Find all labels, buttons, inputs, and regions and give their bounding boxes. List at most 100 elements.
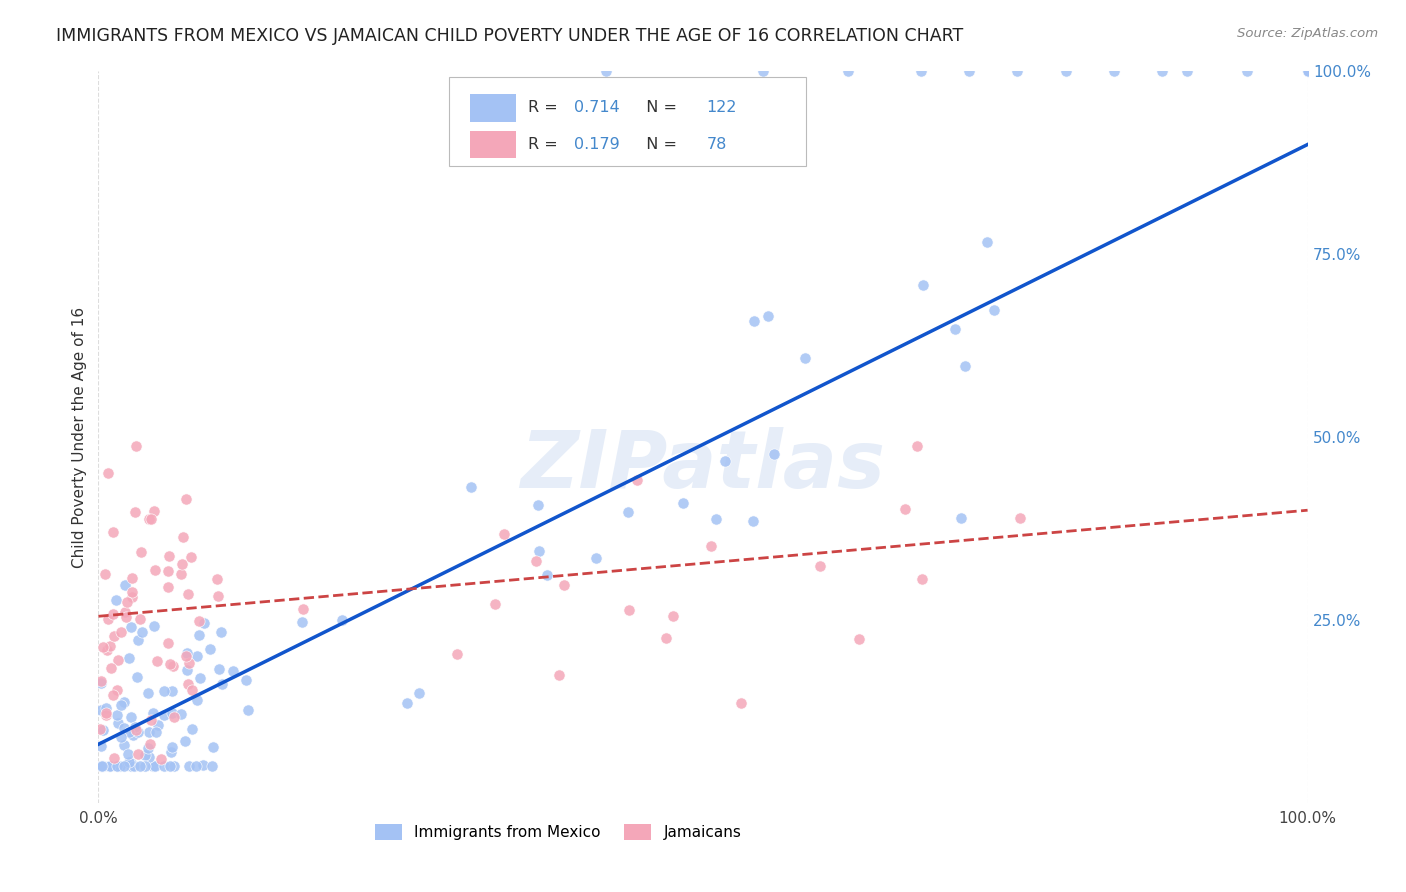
Point <box>124 720 146 734</box>
Text: R =: R = <box>527 137 562 152</box>
Point <box>149 752 172 766</box>
Point <box>90 759 112 773</box>
Point <box>180 550 202 565</box>
Point <box>138 750 160 764</box>
Point <box>162 659 184 673</box>
Point <box>911 278 934 293</box>
Point <box>118 650 141 665</box>
Point <box>187 627 209 641</box>
Point <box>191 758 214 772</box>
Point <box>110 698 132 713</box>
Point <box>97 466 120 480</box>
Point <box>114 577 136 591</box>
Point <box>91 759 114 773</box>
Point <box>143 503 166 517</box>
Point <box>752 64 775 78</box>
Point <box>672 496 695 510</box>
Point <box>808 559 831 574</box>
Point <box>655 631 678 645</box>
Point <box>949 511 972 525</box>
Point <box>953 359 976 373</box>
Point <box>101 524 124 539</box>
Point <box>526 554 548 568</box>
Point <box>134 759 156 773</box>
Point <box>553 578 575 592</box>
Point <box>180 682 202 697</box>
Point <box>145 724 167 739</box>
Point <box>187 614 209 628</box>
Point <box>157 549 180 563</box>
Point <box>1152 64 1174 78</box>
Point <box>211 677 233 691</box>
Point <box>1175 64 1198 78</box>
Point <box>91 640 114 654</box>
Point <box>170 706 193 721</box>
Point <box>156 635 179 649</box>
Point <box>395 697 418 711</box>
Point <box>238 703 260 717</box>
Point <box>90 759 112 773</box>
Point <box>172 557 194 571</box>
Point <box>910 64 932 78</box>
Text: 78: 78 <box>707 137 727 152</box>
Point <box>129 759 152 773</box>
Text: Source: ZipAtlas.com: Source: ZipAtlas.com <box>1237 27 1378 40</box>
Point <box>756 310 779 324</box>
Point <box>127 632 149 647</box>
Point <box>146 654 169 668</box>
Point <box>1296 64 1319 78</box>
Point <box>120 620 142 634</box>
Point <box>186 759 208 773</box>
Point <box>125 723 148 738</box>
Point <box>110 625 132 640</box>
Point <box>179 656 201 670</box>
Point <box>96 643 118 657</box>
Point <box>585 551 607 566</box>
Point <box>983 302 1005 317</box>
Point <box>617 505 640 519</box>
Point <box>127 670 149 684</box>
Y-axis label: Child Poverty Under the Age of 16: Child Poverty Under the Age of 16 <box>72 307 87 567</box>
Point <box>157 580 180 594</box>
Point <box>98 759 121 773</box>
Point <box>122 759 145 773</box>
Point <box>120 756 142 771</box>
Point <box>105 682 128 697</box>
Point <box>198 642 221 657</box>
FancyBboxPatch shape <box>449 78 806 167</box>
Point <box>176 663 198 677</box>
Point <box>121 591 143 605</box>
Point <box>117 747 139 762</box>
Point <box>141 511 163 525</box>
Point <box>91 759 114 773</box>
Point <box>138 741 160 756</box>
Point <box>893 501 915 516</box>
Point <box>205 572 228 586</box>
Legend: Immigrants from Mexico, Jamaicans: Immigrants from Mexico, Jamaicans <box>368 818 748 847</box>
Point <box>160 739 183 754</box>
Point <box>89 723 111 737</box>
Point <box>742 314 765 328</box>
Point <box>174 491 197 506</box>
Point <box>163 759 186 773</box>
Point <box>1054 64 1077 78</box>
Point <box>138 724 160 739</box>
Point <box>714 453 737 467</box>
Point <box>529 544 551 558</box>
Point <box>1296 64 1319 78</box>
Point <box>114 610 136 624</box>
Text: R =: R = <box>527 101 562 115</box>
Point <box>120 709 142 723</box>
Text: N =: N = <box>637 101 683 115</box>
Point <box>159 759 181 773</box>
Point <box>90 703 112 717</box>
Point <box>107 759 129 773</box>
Point <box>188 671 211 685</box>
Point <box>235 673 257 687</box>
Point <box>91 723 114 738</box>
Point <box>207 589 229 603</box>
Point <box>129 612 152 626</box>
Point <box>837 64 859 78</box>
Point <box>186 693 208 707</box>
Point <box>174 649 197 664</box>
